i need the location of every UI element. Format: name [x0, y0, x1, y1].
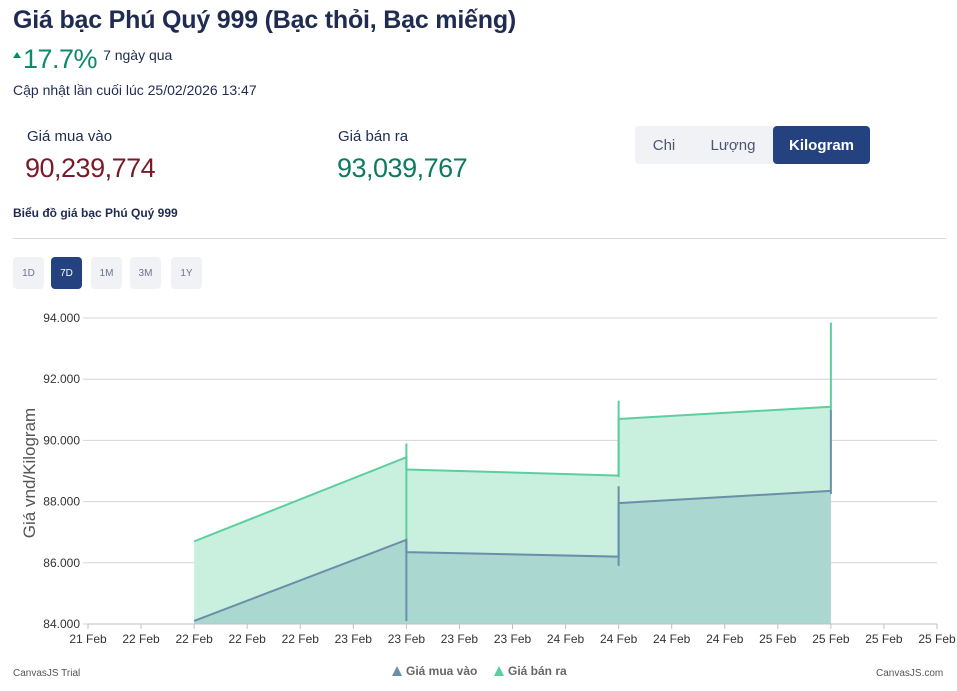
y-tick-label: 86.000: [43, 556, 80, 570]
x-tick-label: 24 Feb: [706, 632, 744, 646]
x-tick-label: 23 Feb: [335, 632, 373, 646]
area-buy: [194, 490, 831, 624]
buy-price-value: 90,239,774: [25, 153, 156, 183]
x-tick-label: 22 Feb: [282, 632, 320, 646]
price-chart: 84.000 86.000 88.000 90.000 92.000 94.000 Giá …: [20, 311, 956, 678]
x-tick-label: 25 Feb: [918, 632, 956, 646]
last-updated: Cập nhật lần cuối lúc 25/02/2026 13:47: [13, 82, 257, 98]
unit-luong-button[interactable]: Lượng: [693, 126, 773, 164]
unit-kilogram-button[interactable]: Kilogram: [773, 126, 870, 164]
x-tick-label: 22 Feb: [122, 632, 160, 646]
x-tick-label: 24 Feb: [600, 632, 638, 646]
x-tick-label: 24 Feb: [547, 632, 585, 646]
y-axis-label: Giá vnd/Kilogram: [20, 408, 39, 538]
x-tick-label: 25 Feb: [865, 632, 903, 646]
x-tick-label: 24 Feb: [653, 632, 691, 646]
sell-price-value: 93,039,767: [337, 153, 468, 183]
range-1d-button[interactable]: 1D: [13, 257, 44, 289]
y-tick-label: 84.000: [43, 617, 80, 631]
x-tick-label: 25 Feb: [812, 632, 850, 646]
legend-marker-buy: [392, 666, 402, 676]
unit-chi-button[interactable]: Chi: [635, 126, 693, 164]
divider: [13, 238, 946, 239]
x-tick-label: 21 Feb: [69, 632, 107, 646]
canvasjs-link[interactable]: CanvasJS.com: [876, 668, 944, 679]
arrow-up-icon: [13, 52, 21, 58]
page-title: Giá bạc Phú Quý 999 (Bạc thỏi, Bạc miếng…: [13, 6, 517, 34]
legend-label-buy: Giá mua vào: [406, 664, 477, 678]
range-3m-button[interactable]: 3M: [130, 257, 161, 289]
change-period: 7 ngày qua: [103, 47, 173, 63]
sell-price-label: Giá bán ra: [338, 128, 409, 145]
chart-heading: Biểu đồ giá bạc Phú Quý 999: [13, 206, 178, 220]
x-tick-label: 25 Feb: [759, 632, 797, 646]
x-tick-label: 22 Feb: [229, 632, 267, 646]
x-tick-label: 22 Feb: [175, 632, 213, 646]
legend-marker-sell: [494, 666, 504, 676]
price-change: 17.7% 7 ngày qua: [13, 44, 172, 75]
y-tick-label: 88.000: [43, 495, 80, 509]
x-tick-label: 23 Feb: [388, 632, 426, 646]
x-tick-label: 23 Feb: [494, 632, 532, 646]
x-tick-label: 23 Feb: [441, 632, 479, 646]
range-1m-button[interactable]: 1M: [91, 257, 122, 289]
y-tick-label: 90.000: [43, 433, 80, 447]
change-percent: 17.7%: [23, 44, 98, 74]
unit-selector: Chi Lượng Kilogram: [635, 126, 870, 164]
buy-price-label: Giá mua vào: [27, 128, 113, 145]
legend-label-sell: Giá bán ra: [508, 664, 567, 678]
series-line-buy: [193, 489, 831, 622]
y-tick-label: 92.000: [43, 372, 80, 386]
range-1y-button[interactable]: 1Y: [171, 257, 202, 289]
canvasjs-trial-watermark: CanvasJS Trial: [13, 668, 81, 679]
range-7d-button[interactable]: 7D: [51, 257, 82, 289]
series-line-sell: [193, 405, 831, 543]
y-tick-label: 94.000: [43, 311, 80, 325]
